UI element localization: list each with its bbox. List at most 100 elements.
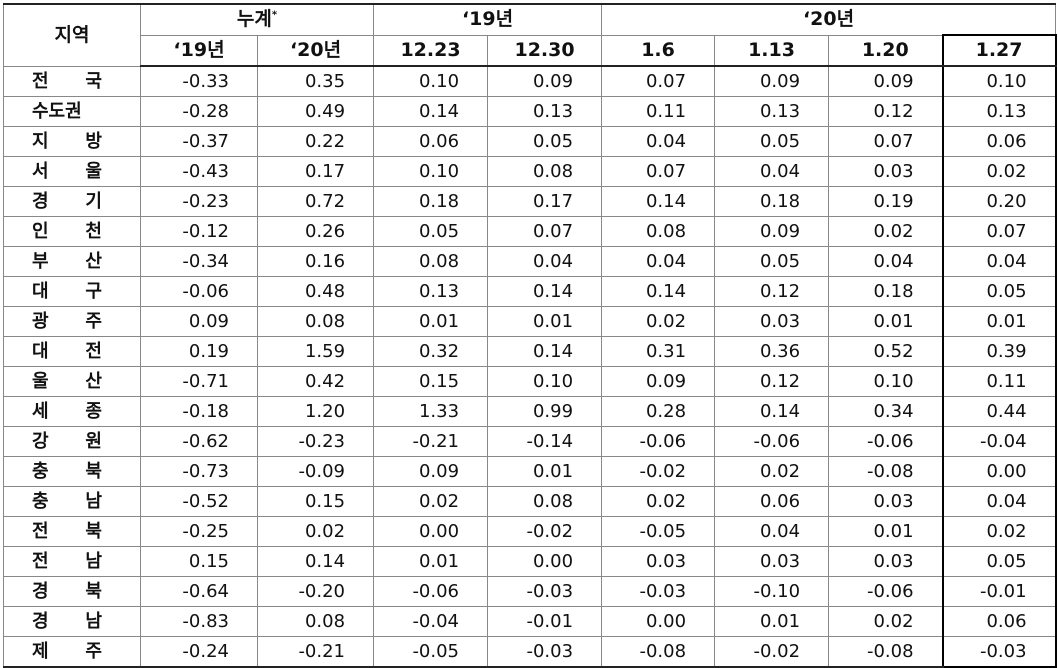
value-cell: 0.13 [941,96,1057,127]
value-cell: -0.08 [601,636,716,668]
value-cell: 0.49 [256,96,375,127]
value-cell: 0.05 [487,126,603,157]
value-cell: -0.83 [140,606,258,637]
value-cell: 0.18 [373,186,489,217]
region-cell: 전 국 [3,65,141,97]
region-cell: 경 기 [3,186,141,217]
value-cell: 0.00 [601,606,716,637]
value-cell: 0.05 [941,546,1057,577]
value-cell: 0.17 [256,156,375,187]
value-cell: 0.48 [256,276,375,307]
value-cell: 0.13 [373,276,489,307]
value-cell: 0.08 [487,486,603,517]
table-row: 전 남 0.15 0.14 0.01 0.00 0.03 0.03 0.03 0.05 [3,546,1057,577]
value-cell: 0.06 [714,486,830,517]
value-cell: 0.09 [487,65,603,97]
value-cell: 0.36 [714,336,830,367]
value-cell: 0.01 [828,306,944,337]
value-cell: -0.03 [487,576,603,607]
region-cell: 대 구 [3,276,141,307]
table-row: 경 북 -0.64 -0.20 -0.06 -0.03 -0.03 -0.10 -0.06 -0… [3,576,1057,607]
header-cell: 누계* [139,3,375,36]
value-cell: 0.04 [941,246,1057,277]
value-cell: -0.21 [373,426,489,457]
table-row: 세 종 -0.18 1.20 1.33 0.99 0.28 0.14 0.34 0.44 [3,396,1057,427]
value-cell: 0.99 [487,396,603,427]
header-cell: ‘20년 [256,34,375,67]
table-row: 충 북 -0.73 -0.09 0.09 0.01 -0.02 0.02 -0.08 0.00 [3,456,1057,487]
value-cell: 0.18 [828,276,944,307]
value-cell: 0.08 [601,216,716,247]
value-cell: -0.05 [601,516,716,547]
value-cell: -0.03 [487,636,603,668]
value-cell: -0.21 [256,636,375,668]
value-cell: 0.04 [714,156,830,187]
value-cell: 0.14 [601,186,716,217]
value-cell: -0.43 [140,156,258,187]
value-cell: 0.07 [828,126,944,157]
value-cell: -0.01 [941,576,1057,607]
value-cell: 0.09 [373,456,489,487]
header-cell: ‘20년 [601,3,1057,36]
value-cell: -0.08 [828,456,944,487]
value-cell: 0.03 [601,546,716,577]
value-cell: 0.22 [256,126,375,157]
table-row: 충 남 -0.52 0.15 0.02 0.08 0.02 0.06 0.03 0.04 [3,486,1057,517]
value-cell: 0.15 [373,366,489,397]
value-cell: 0.08 [373,246,489,277]
value-cell: -0.03 [941,636,1057,668]
region-cell: 경 북 [3,576,141,607]
value-cell: 0.14 [256,546,375,577]
value-cell: 0.18 [714,186,830,217]
header-row: 지역 누계* ‘19년 ‘20년 [3,3,1057,67]
value-cell: 0.02 [601,306,716,337]
value-cell: 0.02 [941,516,1057,547]
value-cell: 0.05 [714,126,830,157]
region-cell: 경 남 [3,606,141,637]
region-cell: 울 산 [3,366,141,397]
value-cell: 0.09 [140,306,258,337]
value-cell: 0.00 [373,516,489,547]
value-cell: 0.03 [828,156,944,187]
value-cell: 0.13 [487,96,603,127]
value-cell: 1.33 [373,396,489,427]
value-cell: 0.19 [140,336,258,367]
value-cell: 0.01 [373,546,489,577]
table-row: 인 천 -0.12 0.26 0.05 0.07 0.08 0.09 0.02 0.07 [3,216,1057,247]
value-cell: 0.04 [828,246,944,277]
value-cell: -0.62 [140,426,258,457]
value-cell: 0.32 [373,336,489,367]
value-cell: 0.35 [256,65,375,97]
value-cell: 0.10 [373,156,489,187]
value-cell: 0.01 [487,306,603,337]
value-cell: 0.00 [487,546,603,577]
value-cell: 0.04 [601,246,716,277]
value-cell: -0.10 [714,576,830,607]
value-cell: 0.03 [714,306,830,337]
value-cell: -0.02 [487,516,603,547]
value-cell: -0.06 [373,576,489,607]
region-cell: 대 전 [3,336,141,367]
value-cell: -0.06 [601,426,716,457]
value-cell: 0.04 [601,126,716,157]
value-cell: 0.02 [714,456,830,487]
value-cell: 0.15 [140,546,258,577]
region-cell: 충 남 [3,486,141,517]
value-cell: 0.01 [373,306,489,337]
value-cell: 0.44 [941,396,1057,427]
region-cell: 지 방 [3,126,141,157]
value-cell: -0.25 [140,516,258,547]
region-cell: 전 북 [3,516,141,547]
header-cell: 1.6 [601,34,716,67]
footnote-mark: * [271,9,278,21]
value-cell: 1.59 [256,336,375,367]
value-cell: -0.06 [828,576,944,607]
table-row: 지 방 -0.37 0.22 0.06 0.05 0.04 0.05 0.07 0.06 [3,126,1057,157]
region-cell: 세 종 [3,396,141,427]
table-row: 강 원 -0.62 -0.23 -0.21 -0.14 -0.06 -0.06 -0.06 -0… [3,426,1057,457]
value-cell: 0.14 [487,336,603,367]
value-cell: -0.06 [714,426,830,457]
value-cell: 0.10 [941,65,1057,97]
value-cell: -0.12 [140,216,258,247]
